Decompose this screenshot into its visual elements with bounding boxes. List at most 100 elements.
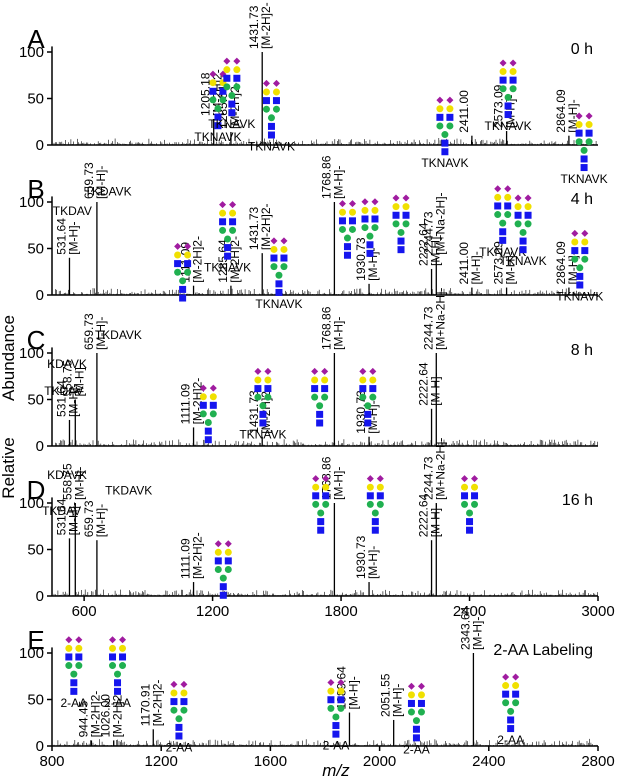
glycan-unit [371, 224, 379, 232]
x-axis-label: m/z [322, 761, 350, 780]
glycan-label: TKNAVK [208, 117, 255, 131]
peak-annotation: [M-2H]2- [259, 2, 273, 49]
panel-label: C [27, 325, 46, 355]
peak-annotation: [M+Na-2H]- [433, 438, 447, 500]
glycan-unit [312, 492, 320, 500]
y-tick-label: 50 [27, 241, 44, 258]
glycan-unit [229, 226, 237, 234]
glycan-unit [199, 393, 207, 401]
peak-annotation: 659.73 [82, 500, 96, 537]
glycan-unit [366, 249, 374, 257]
glycan-unit [412, 734, 420, 742]
peak-annotation: 2573.09 [492, 241, 506, 285]
glycan-unit [224, 244, 232, 252]
glycan-unit [364, 410, 372, 418]
glycan-unit [311, 367, 319, 375]
glycan-unit [180, 689, 188, 697]
peak-annotation: 1930.73 [354, 535, 368, 579]
glycan-label: TKNAVK [239, 427, 286, 441]
glycan-unit [402, 220, 410, 228]
timepoint-label: 8 h [571, 342, 593, 359]
peak-annotation: [M-H]- [429, 504, 443, 537]
glycan-structure: TKNAVK [499, 194, 547, 268]
glycan-unit [322, 475, 330, 483]
glycan-unit [233, 66, 241, 74]
glycan-unit [223, 66, 231, 74]
glycan-unit [223, 57, 231, 65]
glycan-unit [407, 691, 415, 699]
glycan-unit [321, 385, 329, 393]
glycan-unit [519, 237, 527, 245]
glycan-unit [494, 185, 502, 193]
peak-annotation: [M-H]- [94, 504, 108, 537]
peak-annotation: [M+Na-2H]- [433, 192, 447, 254]
glycan-unit [109, 636, 117, 644]
glycan-unit [502, 699, 510, 707]
peak-annotation: 531.64 [54, 498, 68, 535]
glycan-unit [507, 716, 515, 724]
glycan-unit [364, 402, 372, 410]
glycan-structure [199, 384, 217, 444]
glycan-structure: 2-AA [166, 680, 192, 755]
peptide-label: TKDAV [44, 384, 83, 398]
glycan-unit [461, 492, 469, 500]
noise-baseline [53, 138, 598, 145]
glycan-unit [317, 518, 325, 526]
panel-label: A [27, 24, 45, 54]
glycan-unit [75, 636, 83, 644]
glycan-unit [254, 385, 262, 393]
glycan-unit [338, 225, 346, 233]
peptide-label: TKDAVK [95, 328, 142, 342]
glycan-unit [264, 385, 272, 393]
glycan-structure [214, 540, 232, 599]
glycan-unit [571, 255, 579, 263]
glycan-unit [364, 419, 372, 427]
peak-annotation: [M-H]- [391, 684, 405, 717]
glycan-unit [509, 76, 517, 84]
glycan-unit [114, 687, 122, 695]
glycan-unit [471, 500, 479, 508]
peak-annotation: [M-H]- [331, 166, 345, 199]
glycan-unit [280, 245, 288, 253]
glycan-unit [219, 87, 227, 95]
glycan-unit [170, 680, 178, 688]
glycan-unit [224, 235, 232, 243]
glycan-unit [316, 419, 324, 427]
glycan-unit [311, 385, 319, 393]
peak-annotation: [M-H]- [429, 372, 443, 405]
glycan-unit [580, 164, 588, 172]
y-tick-label: 50 [27, 692, 44, 709]
glycan-unit [174, 260, 182, 268]
glycan-unit [512, 682, 520, 690]
glycan-unit [576, 272, 584, 280]
glycan-unit [119, 644, 127, 652]
y-axis-label-relative: Relative [0, 437, 18, 498]
glycan-unit [321, 393, 329, 401]
glycan-unit [233, 57, 241, 65]
glycan-unit [514, 211, 522, 219]
glycan-unit [280, 263, 288, 271]
x-tick-label: 800 [39, 753, 64, 770]
peak-annotation: 2244.73 [421, 456, 435, 500]
glycan-unit [504, 111, 512, 119]
glycan-unit [343, 234, 351, 242]
glycan-unit [75, 662, 83, 670]
peak-annotation: 1111.09 [179, 383, 193, 424]
glycan-unit [224, 252, 232, 260]
peak-annotation: [M-2H]2- [111, 691, 125, 738]
glycan-unit [180, 698, 188, 706]
glycan-unit [180, 680, 188, 688]
glycan-unit [337, 704, 345, 712]
glycan-unit [270, 263, 278, 271]
glycan-unit [219, 226, 227, 234]
peak-annotation: [M-2H]2- [228, 236, 242, 283]
glycan-unit [228, 100, 236, 108]
glycan-unit [311, 393, 319, 401]
glycan-unit [466, 526, 474, 534]
glycan-unit [575, 129, 583, 137]
glycan-unit [317, 509, 325, 517]
glycan-label: 2-AA [403, 742, 430, 756]
glycan-unit [461, 500, 469, 508]
y-tick-label: 0 [36, 438, 44, 455]
glycan-unit [338, 208, 346, 216]
